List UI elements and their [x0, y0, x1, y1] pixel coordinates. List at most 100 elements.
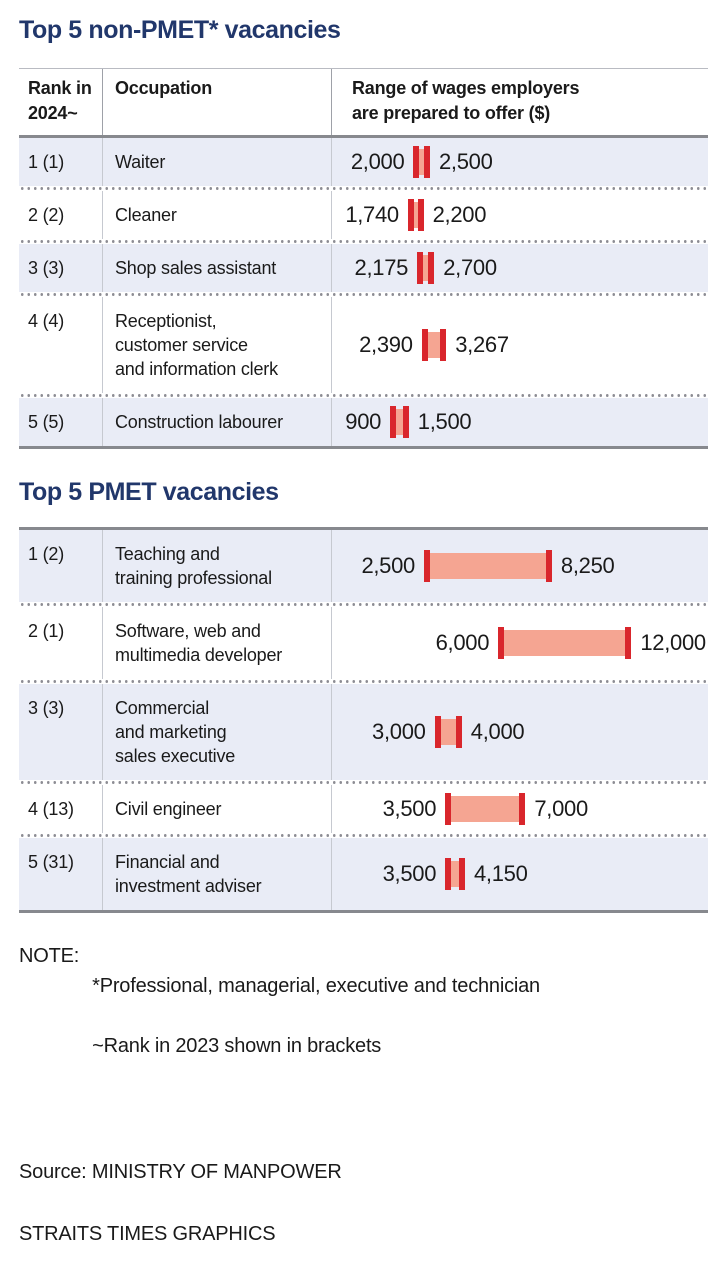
- bar-fill: [438, 719, 458, 745]
- rank-cell: 4 (4): [28, 311, 65, 331]
- table-row: 3 (3) Shop sales assistant 2,175 2,700: [19, 244, 708, 292]
- table-row: 4 (13) Civil engineer 3,500 7,000: [19, 785, 708, 833]
- rank-cell: 1 (1): [28, 152, 65, 172]
- min-wage-label: 3,500: [382, 861, 437, 886]
- occupation-cell: Commercial and marketing sales executive: [102, 684, 331, 780]
- min-wage-label: 1,740: [345, 202, 399, 227]
- table-row: 1 (1) Waiter 2,000 2,500: [19, 138, 708, 186]
- rank-cell: 2 (2): [28, 205, 65, 225]
- table-row: 2 (1) Software, web and multimedia devel…: [19, 607, 708, 679]
- wage-range-bar: 2,390 3,267: [359, 329, 509, 361]
- occupation-cell: Teaching and training professional: [102, 530, 331, 602]
- bar-end-cap: [545, 550, 552, 582]
- bar-end-cap: [625, 627, 632, 659]
- min-wage-label: 2,175: [354, 255, 409, 280]
- bar-end-cap: [417, 199, 424, 231]
- source-line: Source: MINISTRY OF MANPOWER: [19, 1161, 342, 1183]
- bar-start-cap: [413, 146, 420, 178]
- occupation-cell: Civil engineer: [102, 785, 331, 833]
- dotted-row-separator: [19, 393, 708, 398]
- dotted-row-separator: [19, 780, 708, 785]
- bar-start-cap: [434, 716, 441, 748]
- wage-cell: 1,740 2,200: [331, 191, 708, 239]
- source-credit: Source: MINISTRY OF MANPOWER STRAITS TIM…: [19, 1126, 708, 1281]
- bar-start-cap: [407, 199, 414, 231]
- wage-cell: 2,000 2,500: [331, 138, 708, 186]
- wage-range-bar: 900 1,500: [345, 406, 472, 438]
- bar-end-cap: [402, 406, 409, 438]
- table-row: 5 (5) Construction labourer 900 1,500: [19, 398, 708, 446]
- max-wage-label: 8,250: [560, 553, 615, 578]
- bar-start-cap: [445, 793, 452, 825]
- bar-fill: [411, 202, 420, 228]
- wage-range-bar: 2,175 2,700: [355, 252, 497, 284]
- wage-range-bar: 2,500 8,250: [361, 550, 615, 582]
- bar-start-cap: [424, 550, 430, 582]
- footnote-label: NOTE:: [19, 945, 80, 967]
- bar-start-cap: [498, 627, 505, 659]
- bar-end-cap: [440, 329, 447, 361]
- section-title-non-pmet: Top 5 non-PMET* vacancies: [19, 16, 341, 44]
- table-row: 3 (3) Commercial and marketing sales exe…: [19, 684, 708, 780]
- wage-cell: 2,500 8,250: [331, 530, 708, 602]
- min-wage-label: 2,000: [350, 149, 405, 174]
- bar-fill: [502, 630, 628, 656]
- max-wage-label: 4,150: [473, 861, 528, 886]
- occupation-cell: Cleaner: [102, 191, 331, 239]
- rank-cell: 5 (5): [28, 412, 65, 432]
- bar-start-cap: [390, 406, 397, 438]
- dotted-row-separator: [19, 186, 708, 191]
- footnote: NOTE: *Professional, managerial, executi…: [19, 941, 708, 1091]
- pmet-table: 1 (2) Teaching and training professional…: [19, 527, 708, 913]
- table-row: 4 (4) Receptionist, customer service and…: [19, 297, 708, 393]
- bar-fill: [449, 796, 522, 822]
- wage-cell: 900 1,500: [331, 398, 708, 446]
- graphics-credit-line: STRAITS TIMES GRAPHICS: [19, 1223, 276, 1245]
- wage-cell: 6,000 12,000: [331, 607, 708, 679]
- occupation-cell: Financial and investment adviser: [102, 838, 331, 910]
- max-wage-label: 2,500: [438, 149, 493, 174]
- rank-cell: 2 (1): [28, 621, 65, 641]
- bar-start-cap: [421, 329, 428, 361]
- table-row: 2 (2) Cleaner 1,740 2,200: [19, 191, 708, 239]
- bar-fill: [449, 861, 461, 887]
- wage-cell: 2,390 3,267: [331, 297, 708, 393]
- table-row: 1 (2) Teaching and training professional…: [19, 530, 708, 602]
- bar-end-cap: [423, 146, 430, 178]
- column-header-wage-range: Range of wages employers are prepared to…: [331, 69, 708, 135]
- wage-range-bar: 3,000 4,000: [372, 716, 525, 748]
- dotted-row-separator: [19, 602, 708, 607]
- column-header-rank: Rank in 2024~: [28, 78, 92, 123]
- bar-fill: [425, 332, 443, 358]
- occupation-cell: Waiter: [102, 138, 331, 186]
- dotted-row-separator: [19, 679, 708, 684]
- footnote-text: *Professional, managerial, executive and…: [92, 941, 540, 1091]
- rank-cell: 3 (3): [28, 258, 65, 278]
- footnote-line-pmet: *Professional, managerial, executive and…: [92, 975, 540, 997]
- bar-end-cap: [428, 252, 435, 284]
- bar-fill: [394, 409, 405, 435]
- min-wage-label: 900: [345, 409, 382, 434]
- bar-start-cap: [417, 252, 424, 284]
- max-wage-label: 3,267: [455, 332, 509, 357]
- min-wage-label: 6,000: [435, 630, 490, 655]
- max-wage-label: 2,200: [432, 202, 487, 227]
- wage-cell: 3,000 4,000: [331, 684, 708, 780]
- max-wage-label: 7,000: [534, 796, 588, 821]
- wage-cell: 2,175 2,700: [331, 244, 708, 292]
- dotted-row-separator: [19, 239, 708, 244]
- wage-range-bar: 6,000 12,000: [436, 627, 706, 659]
- max-wage-label: 4,000: [470, 719, 525, 744]
- occupation-cell: Shop sales assistant: [102, 244, 331, 292]
- bar-fill: [421, 255, 431, 281]
- rank-cell: 5 (31): [28, 852, 74, 872]
- bar-start-cap: [445, 858, 452, 890]
- non-pmet-table: Rank in 2024~ Occupation Range of wages …: [19, 68, 708, 449]
- bar-end-cap: [458, 858, 465, 890]
- min-wage-label: 2,390: [359, 332, 413, 357]
- infographic-page: Top 5 non-PMET* vacancies Rank in 2024~ …: [19, 16, 708, 1245]
- wage-cell: 3,500 7,000: [331, 785, 708, 833]
- min-wage-label: 3,000: [372, 719, 426, 744]
- rank-cell: 3 (3): [28, 698, 65, 718]
- wage-range-bar: 1,740 2,200: [345, 199, 486, 231]
